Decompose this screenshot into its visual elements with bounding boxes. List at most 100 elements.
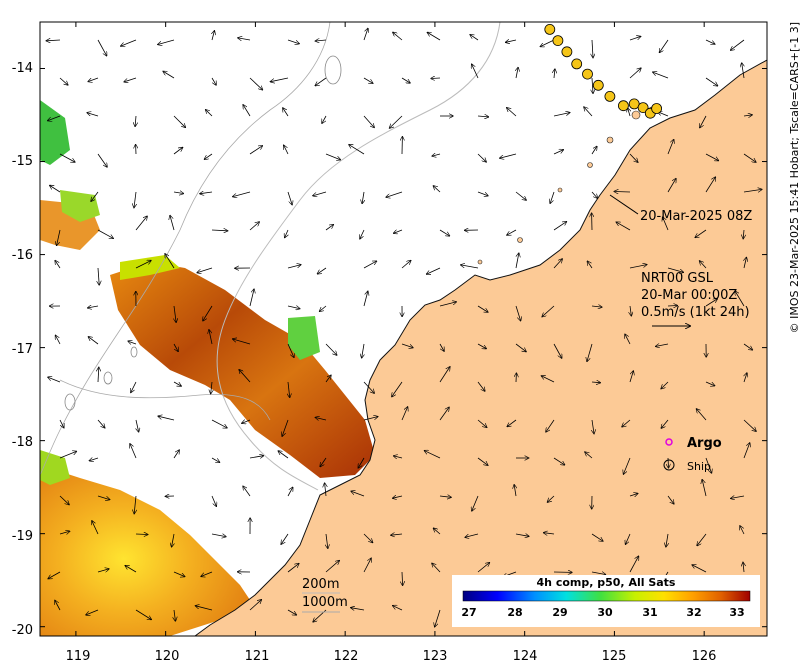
current-arrow — [203, 305, 213, 321]
argo-label: Argo — [687, 436, 722, 451]
current-arrow — [325, 561, 339, 573]
current-arrow — [285, 229, 288, 238]
current-arrow — [211, 534, 226, 537]
current-arrow — [91, 191, 99, 201]
current-arrow — [249, 600, 261, 611]
current-arrow — [325, 375, 331, 383]
current-arrow — [553, 343, 562, 358]
current-arrow — [630, 305, 631, 316]
current-arrow — [360, 229, 365, 239]
current-arrow — [629, 265, 647, 269]
contour-200m — [216, 22, 501, 491]
current-arrow — [209, 330, 213, 345]
sst-patch-central — [110, 262, 375, 478]
current-arrow — [439, 367, 450, 383]
current-arrow — [59, 531, 70, 534]
current-arrow — [92, 521, 99, 535]
current-arrow — [743, 229, 744, 239]
current-arrow — [740, 526, 745, 535]
current-vectors — [46, 29, 761, 627]
current-arrow — [282, 419, 289, 436]
current-arrow — [700, 115, 707, 128]
current-arrow — [59, 451, 76, 459]
current-arrow — [705, 177, 715, 193]
current-arrow — [249, 456, 263, 458]
current-arrow — [59, 77, 68, 85]
current-arrow — [507, 108, 517, 117]
lon-tick-label: 126 — [692, 649, 717, 664]
current-arrow — [391, 534, 403, 535]
current-arrow — [287, 343, 294, 357]
lon-tick-label: 123 — [423, 649, 448, 664]
contour-1000-label: 1000m — [302, 595, 348, 610]
current-arrow — [200, 192, 213, 194]
current-arrow — [470, 35, 479, 41]
colorbar-tick: 30 — [597, 606, 613, 619]
ship-position-marker — [604, 91, 616, 102]
current-arrow — [461, 265, 479, 269]
current-arrow — [591, 306, 602, 307]
current-arrow — [211, 77, 216, 85]
current-arrow — [477, 116, 488, 117]
current-arrow — [592, 39, 593, 58]
current-arrow — [731, 496, 745, 498]
ship-position-marker — [571, 58, 583, 70]
colorbar-tick: 28 — [507, 606, 522, 619]
current-arrow — [358, 457, 365, 468]
colorbar-tick: 32 — [686, 606, 701, 619]
current-arrow — [48, 377, 61, 383]
ship-position-marker — [582, 68, 593, 80]
current-arrow — [427, 267, 441, 274]
current-arrow — [667, 306, 677, 307]
current-arrow — [629, 556, 639, 573]
ship-position-marker — [637, 102, 649, 113]
current-arrow — [88, 337, 99, 345]
current-arrow — [97, 39, 107, 56]
current-arrow — [325, 483, 326, 497]
current-arrow — [743, 115, 752, 116]
current-arrow — [515, 305, 521, 321]
current-arrow — [439, 302, 456, 307]
reef-outline-3 — [64, 393, 76, 411]
current-arrow — [173, 343, 178, 351]
current-arrow — [121, 39, 137, 46]
current-arrow — [515, 534, 529, 536]
current-arrow — [173, 148, 183, 155]
current-arrow — [249, 77, 262, 90]
current-arrow — [743, 563, 744, 573]
ship-time-leader — [609, 194, 639, 215]
coastline — [194, 59, 767, 636]
current-arrow — [500, 153, 517, 158]
current-arrow — [743, 343, 752, 350]
current-arrow — [325, 343, 337, 355]
current-arrow — [743, 419, 756, 431]
current-arrow — [233, 191, 251, 197]
current-arrow — [201, 571, 213, 576]
current-arrow — [625, 334, 631, 345]
lat-tick-label: -20 — [12, 623, 33, 638]
current-arrow — [205, 153, 213, 159]
current-arrow — [287, 306, 300, 309]
current-arrow — [667, 140, 674, 155]
current-arrow — [211, 457, 220, 462]
current-arrow — [742, 63, 744, 79]
current-arrow — [124, 77, 137, 82]
current-arrow — [394, 456, 403, 458]
current-arrow — [363, 291, 368, 307]
current-arrow — [363, 533, 373, 542]
current-arrow — [134, 495, 136, 514]
lat-tick-label: -18 — [12, 435, 33, 450]
current-arrow — [46, 40, 61, 41]
current-arrow — [135, 609, 151, 620]
current-arrow — [592, 77, 593, 93]
current-arrow — [363, 77, 373, 83]
current-arrow — [553, 222, 566, 231]
current-arrow — [401, 343, 413, 348]
current-arrow — [432, 563, 441, 573]
current-arrow — [243, 105, 251, 117]
colorbar-title: 4h comp, p50, All Sats — [537, 576, 676, 589]
lon-tick-labels: 119 120 121 122 123 124 125 126 — [66, 649, 717, 664]
current-arrow — [542, 305, 555, 317]
current-arrow — [165, 254, 175, 269]
current-arrow — [656, 344, 669, 346]
